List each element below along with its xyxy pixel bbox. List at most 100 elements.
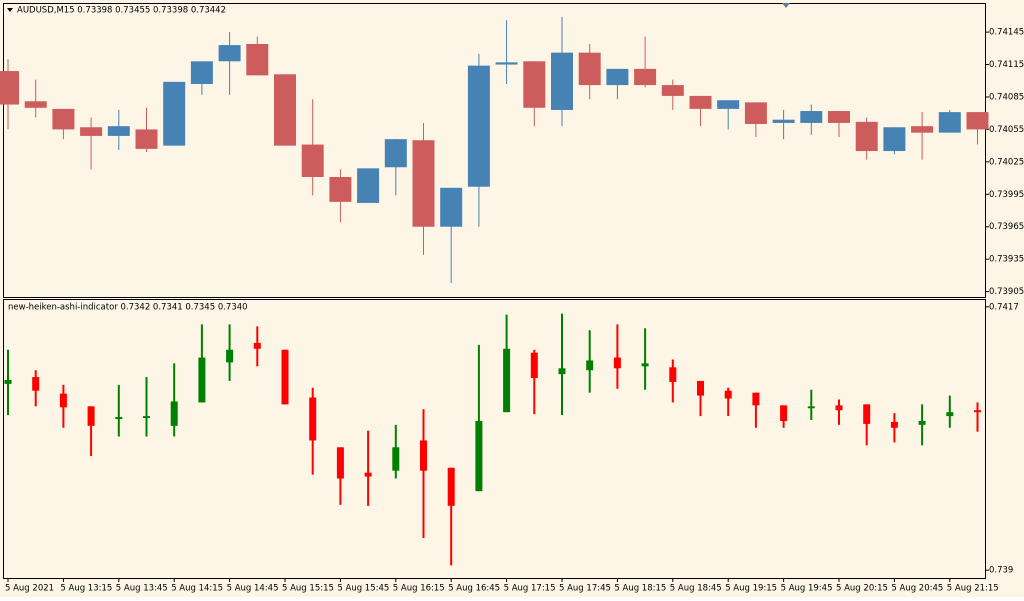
candle-body xyxy=(412,140,435,227)
candle-body xyxy=(253,342,261,349)
candle-body xyxy=(80,127,103,136)
x-tick-label: 5 Aug 19:45 xyxy=(781,584,833,594)
candle-body xyxy=(717,100,740,109)
x-tick-label: 5 Aug 18:45 xyxy=(670,584,722,594)
chart-title: AUDUSD,M15 0.73398 0.73455 0.73398 0.734… xyxy=(17,6,226,16)
candle-body xyxy=(143,416,150,419)
indicator-title: new-heiken-ashi-indicator 0.7342 0.7341 … xyxy=(8,303,248,313)
menu-arrow[interactable] xyxy=(7,8,13,12)
y-tick-label: 0.74115 xyxy=(989,60,1024,70)
x-tick-label: 5 Aug 14:45 xyxy=(227,584,279,594)
candle-body xyxy=(329,176,352,202)
candle-body xyxy=(440,187,463,227)
candle-body xyxy=(364,472,372,477)
candle-body xyxy=(752,392,760,406)
y-tick-label: 0.74055 xyxy=(989,125,1024,135)
candle-body xyxy=(32,377,40,391)
candle-body xyxy=(467,65,490,187)
candle-body xyxy=(107,126,130,136)
x-tick-label: 5 Aug 20:45 xyxy=(891,584,943,594)
candle-body xyxy=(911,126,934,133)
candle-body xyxy=(384,139,407,168)
candle-body xyxy=(835,405,843,411)
candle-body xyxy=(170,401,178,426)
candle-body xyxy=(4,379,12,384)
y-tick-label: 0.73965 xyxy=(989,222,1024,232)
y-tick-label: 0.7417 xyxy=(989,302,1019,312)
candle-body xyxy=(974,410,981,413)
candle-body xyxy=(578,52,601,86)
candle-body xyxy=(800,111,823,123)
candle-body xyxy=(198,357,206,403)
x-tick-label: 5 Aug 15:45 xyxy=(337,584,389,594)
candle-body xyxy=(828,111,850,123)
shift-marker[interactable] xyxy=(782,3,790,8)
y-tick-label: 0.74085 xyxy=(989,92,1024,102)
candle-body xyxy=(447,467,455,506)
y-tick-label: 0.73935 xyxy=(989,255,1024,265)
x-tick-label: 5 Aug 13:45 xyxy=(116,584,168,594)
candle-body xyxy=(863,404,871,424)
candle-body xyxy=(551,52,573,110)
indicator-pane-frame xyxy=(3,299,986,579)
x-tick-label: 5 Aug 14:15 xyxy=(171,584,223,594)
candle-body xyxy=(392,447,400,471)
x-tick-label: 5 Aug 18:15 xyxy=(614,584,666,594)
candle-body xyxy=(226,349,234,363)
candle-body xyxy=(0,71,19,105)
x-tick-label: 5 Aug 20:15 xyxy=(836,584,888,594)
x-tick-label: 5 Aug 19:15 xyxy=(725,584,777,594)
candle-body xyxy=(59,393,67,408)
candle-body xyxy=(780,405,788,421)
x-tick-label: 5 Aug 16:15 xyxy=(393,584,445,594)
candle-body xyxy=(807,406,815,409)
y-tick-label: 0.73995 xyxy=(989,190,1024,200)
candle-body xyxy=(87,406,95,426)
x-tick-label: 5 Aug 13:15 xyxy=(60,584,112,594)
candle-body xyxy=(336,447,344,479)
candle-body xyxy=(135,129,158,149)
candle-body xyxy=(689,95,712,109)
x-tick-label: 5 Aug 21:15 xyxy=(947,584,999,594)
candle-body xyxy=(724,390,732,399)
x-tick-label: 5 Aug 16:45 xyxy=(448,584,500,594)
candle-body xyxy=(890,421,898,428)
candle-body xyxy=(530,352,538,379)
candle-body xyxy=(558,368,566,375)
candle-body xyxy=(744,102,767,125)
candle-body xyxy=(586,360,594,371)
candle-body xyxy=(966,112,989,130)
candle-body xyxy=(115,417,123,420)
candle-body xyxy=(246,44,269,76)
x-tick-label: 5 Aug 15:15 xyxy=(282,584,334,594)
candle-body xyxy=(357,168,380,203)
candle-body xyxy=(475,420,483,492)
y-tick-label: 0.74145 xyxy=(989,28,1024,38)
candle-body xyxy=(606,68,629,86)
candle-body xyxy=(218,45,241,62)
y-tick-label: 0.74025 xyxy=(989,157,1024,167)
candle-body xyxy=(772,119,795,123)
candle-body xyxy=(301,144,324,177)
candle-body xyxy=(503,348,511,413)
candle-body xyxy=(190,61,213,85)
candle-body xyxy=(309,397,317,441)
y-tick-label: 0.739 xyxy=(989,566,1013,576)
candle-body xyxy=(669,367,677,382)
candle-body xyxy=(661,85,684,96)
candle-body xyxy=(641,363,649,367)
main-pane-frame xyxy=(3,3,986,298)
candle-body xyxy=(634,68,657,86)
candle-body xyxy=(163,81,186,146)
candle-body xyxy=(523,61,546,108)
candle-body xyxy=(52,108,75,130)
candle-body xyxy=(946,412,954,417)
candle-body xyxy=(420,440,427,471)
candle-body xyxy=(495,62,518,65)
candle-body xyxy=(274,74,296,146)
candle-body xyxy=(281,349,289,405)
candle-body xyxy=(918,420,926,425)
x-tick-label: 5 Aug 17:45 xyxy=(559,584,611,594)
